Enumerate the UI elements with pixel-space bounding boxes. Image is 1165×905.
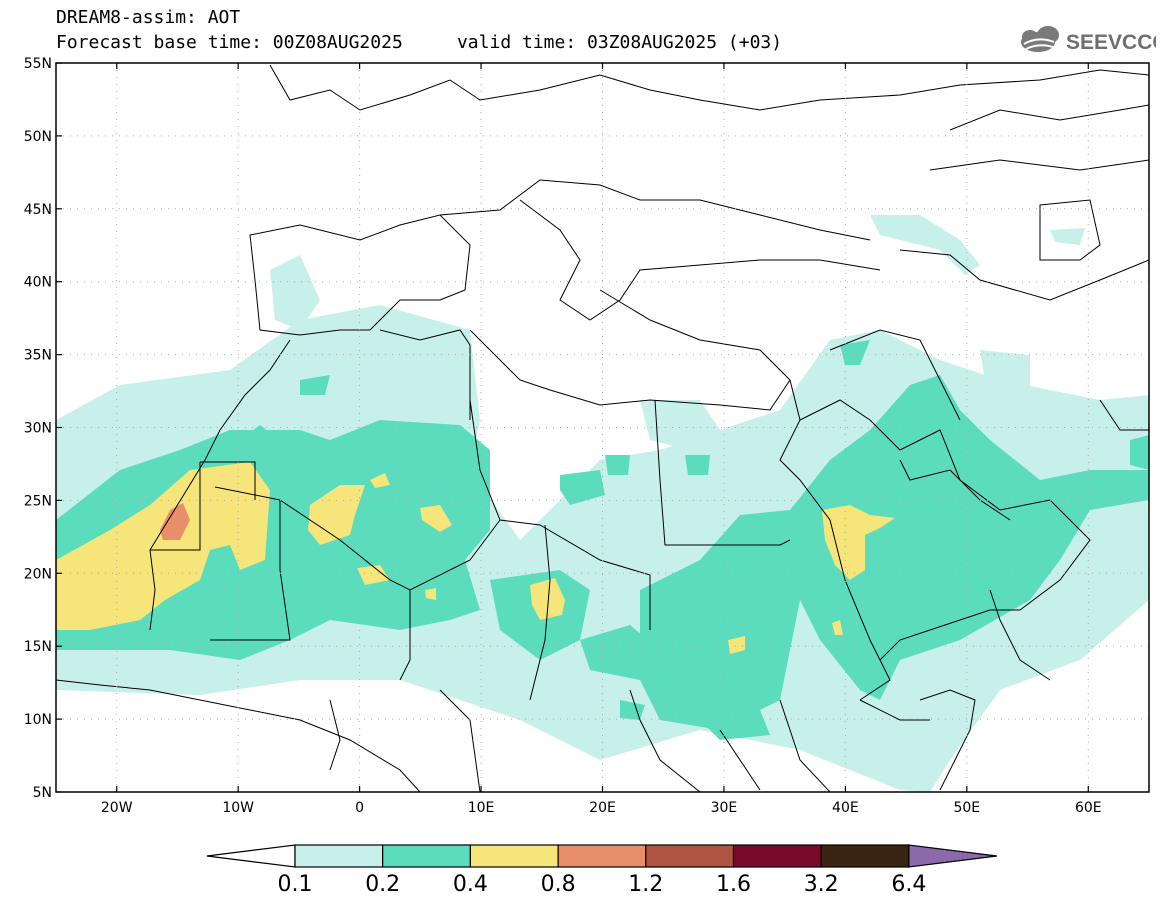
colorbar-swatch <box>469 844 559 868</box>
lon-tick-label: 10W <box>222 800 254 816</box>
colorbar-swatch <box>732 844 822 868</box>
seevccc-logo: SEEVCCC <box>1016 22 1156 58</box>
colorbar-label: 6.4 <box>891 872 926 897</box>
colorbar-swatch <box>557 844 647 868</box>
colorbar-swatch <box>645 844 735 868</box>
time-info: Forecast base time: 00Z08AUG2025 valid t… <box>56 33 782 53</box>
lat-tick-label: 20N <box>24 566 52 582</box>
colorbar-over-triangle <box>908 844 997 868</box>
lat-tick-label: 45N <box>24 202 52 218</box>
lat-tick-label: 35N <box>24 348 52 364</box>
lat-tick-label: 55N <box>24 56 52 72</box>
colorbar-under-triangle <box>206 844 296 868</box>
colorbar-label: 1.2 <box>628 872 663 897</box>
colorbar-label: 3.2 <box>804 872 839 897</box>
lat-tick-label: 50N <box>24 129 52 145</box>
lat-tick-label: 30N <box>24 421 52 437</box>
base-time: Forecast base time: 00Z08AUG2025 <box>56 32 403 53</box>
valid-time: valid time: 03Z08AUG2025 (+03) <box>456 32 783 53</box>
lon-tick-label: 20W <box>101 800 133 816</box>
colorbar-swatch <box>294 844 384 868</box>
colorbar-label: 1.6 <box>716 872 751 897</box>
aot-level-0.8 <box>160 503 190 540</box>
aot-field <box>56 215 1149 792</box>
lat-tick-label: 15N <box>24 639 52 655</box>
lon-tick-label: 20E <box>589 800 616 816</box>
lon-tick-label: 10E <box>468 800 495 816</box>
lon-tick-label: 50E <box>953 800 980 816</box>
lat-tick-label: 10N <box>24 712 52 728</box>
colorbar-label: 0.2 <box>365 872 400 897</box>
logo-text: SEEVCCC <box>1066 31 1156 54</box>
longitude-axis: 20W 10W 0 10E 20E 30E 40E 50E 60E <box>101 63 1102 816</box>
colorbar-label: 0.8 <box>541 872 576 897</box>
cloud-icon <box>1021 26 1059 52</box>
colorbar-label: 0.1 <box>278 872 313 897</box>
lon-tick-label: 40E <box>832 800 859 816</box>
colorbar-swatch <box>382 844 472 868</box>
lon-tick-label: 0 <box>355 800 364 816</box>
latitude-axis: 55N 50N 45N 40N 35N 30N 25N 20N 15N 10N 5N <box>24 56 62 801</box>
country-borders <box>56 64 1149 792</box>
lon-tick-label: 30E <box>711 800 738 816</box>
lon-tick-label: 60E <box>1075 800 1102 816</box>
lat-tick-label: 40N <box>24 275 52 291</box>
colorbar-swatch <box>820 844 910 868</box>
grid-lines <box>56 63 1149 792</box>
colorbar-label: 0.4 <box>453 872 488 897</box>
lat-tick-label: 5N <box>33 785 52 801</box>
lat-tick-label: 25N <box>24 493 52 509</box>
map-title: DREAM8-assim: AOT <box>56 7 241 28</box>
